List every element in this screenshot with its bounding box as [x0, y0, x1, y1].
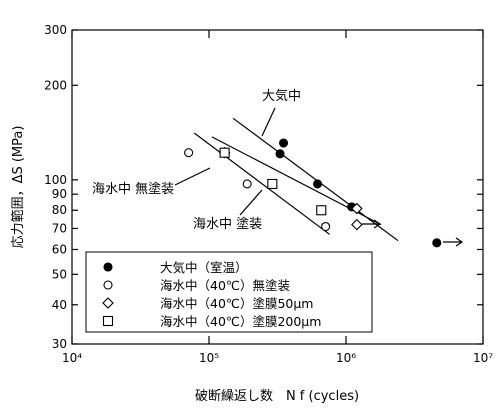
- y-tick-label: 50: [52, 267, 67, 281]
- y-axis-label: 応力範囲，ΔS (MPa): [11, 126, 26, 249]
- marker: [103, 262, 113, 272]
- y-tick-label: 40: [52, 298, 67, 312]
- marker: [316, 205, 327, 216]
- y-tick-label: 90: [52, 187, 67, 201]
- marker: [351, 218, 363, 231]
- marker: [275, 149, 285, 159]
- annotation: 大気中: [262, 88, 301, 104]
- marker: [321, 221, 331, 232]
- marker: [267, 178, 278, 190]
- annotation-arrow: [239, 189, 263, 216]
- x-tick-label: 10⁶: [336, 351, 356, 365]
- x-axis-label: 破断繰返し数 N f (cycles): [195, 389, 359, 404]
- legend-label: 海水中（40℃）塗膜200μm: [160, 314, 321, 329]
- y-tick-label: 80: [52, 203, 67, 217]
- y-tick-label: 300: [44, 23, 67, 37]
- marker: [103, 280, 113, 290]
- x-tick-label: 10⁵: [199, 351, 219, 365]
- annotation: 海水中 塗装: [193, 216, 262, 232]
- legend-label: 海水中（40℃）無塗装: [160, 278, 290, 293]
- legend-label: 大気中（室温）: [160, 260, 248, 275]
- marker: [102, 315, 114, 327]
- fit-line: [232, 117, 399, 242]
- marker: [432, 238, 442, 248]
- y-tick-label: 70: [52, 221, 67, 235]
- marker: [242, 179, 252, 189]
- marker: [278, 138, 289, 148]
- legend: [85, 251, 373, 333]
- marker: [351, 202, 363, 215]
- marker: [313, 179, 323, 189]
- marker: [102, 297, 114, 309]
- marker: [184, 148, 194, 158]
- y-tick-label: 60: [52, 242, 67, 256]
- legend-label: 海水中（40℃）塗膜50μm: [160, 296, 313, 311]
- x-tick-label: 10⁷: [473, 351, 493, 365]
- marker: [219, 147, 230, 158]
- runout-arrow: [362, 219, 464, 247]
- y-tick-label: 30: [52, 337, 67, 351]
- x-tick-label: 10⁴: [62, 351, 82, 365]
- annotation-arrow: [174, 167, 211, 186]
- plot-frame: [71, 29, 484, 345]
- annotation-arrow: [261, 107, 276, 137]
- y-tick-label: 200: [44, 78, 67, 92]
- annotation: 海水中 無塗装: [92, 181, 174, 197]
- fit-line: [193, 132, 331, 235]
- y-tick-label: 100: [44, 173, 67, 187]
